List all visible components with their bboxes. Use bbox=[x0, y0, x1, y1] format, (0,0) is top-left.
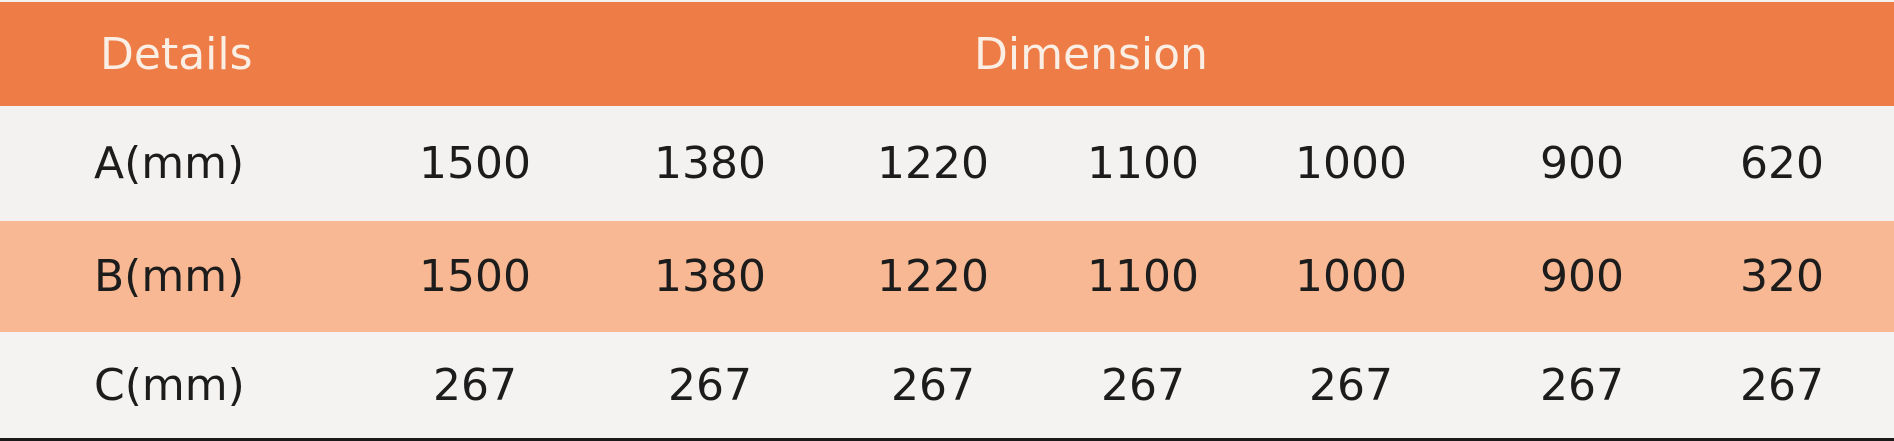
table-cell: 1000 bbox=[1295, 138, 1407, 189]
row-label: B(mm) bbox=[94, 251, 245, 302]
bottom-border bbox=[0, 438, 1894, 441]
table-row: C(mm) 267 267 267 267 267 267 267 bbox=[0, 332, 1894, 438]
table-row: A(mm) 1500 1380 1220 1100 1000 900 620 bbox=[0, 106, 1894, 221]
table-cell: 1220 bbox=[877, 138, 989, 189]
table-cell: 267 bbox=[668, 359, 752, 411]
table-cell: 620 bbox=[1740, 138, 1824, 189]
table-cell: 267 bbox=[891, 359, 975, 411]
table-header: Details Dimension bbox=[0, 2, 1894, 106]
table-cell: 320 bbox=[1740, 251, 1824, 302]
table-cell: 267 bbox=[1740, 359, 1824, 411]
table-cell: 1380 bbox=[654, 138, 766, 189]
table-cell: 267 bbox=[1540, 359, 1624, 411]
table-cell: 267 bbox=[1309, 359, 1393, 411]
table-cell: 1380 bbox=[654, 251, 766, 302]
table-cell: 1100 bbox=[1087, 138, 1199, 189]
header-dimension: Dimension bbox=[974, 28, 1208, 80]
row-label: C(mm) bbox=[94, 359, 245, 411]
table-cell: 1220 bbox=[877, 251, 989, 302]
table-cell: 1100 bbox=[1087, 251, 1199, 302]
table-cell: 1000 bbox=[1295, 251, 1407, 302]
table-cell: 900 bbox=[1540, 138, 1624, 189]
table-cell: 900 bbox=[1540, 251, 1624, 302]
table-cell: 267 bbox=[433, 359, 517, 411]
table-cell: 1500 bbox=[419, 251, 531, 302]
row-label: A(mm) bbox=[94, 138, 245, 189]
table-cell: 267 bbox=[1101, 359, 1185, 411]
table-row: B(mm) 1500 1380 1220 1100 1000 900 320 bbox=[0, 221, 1894, 332]
table-cell: 1500 bbox=[419, 138, 531, 189]
header-details: Details bbox=[100, 28, 253, 80]
